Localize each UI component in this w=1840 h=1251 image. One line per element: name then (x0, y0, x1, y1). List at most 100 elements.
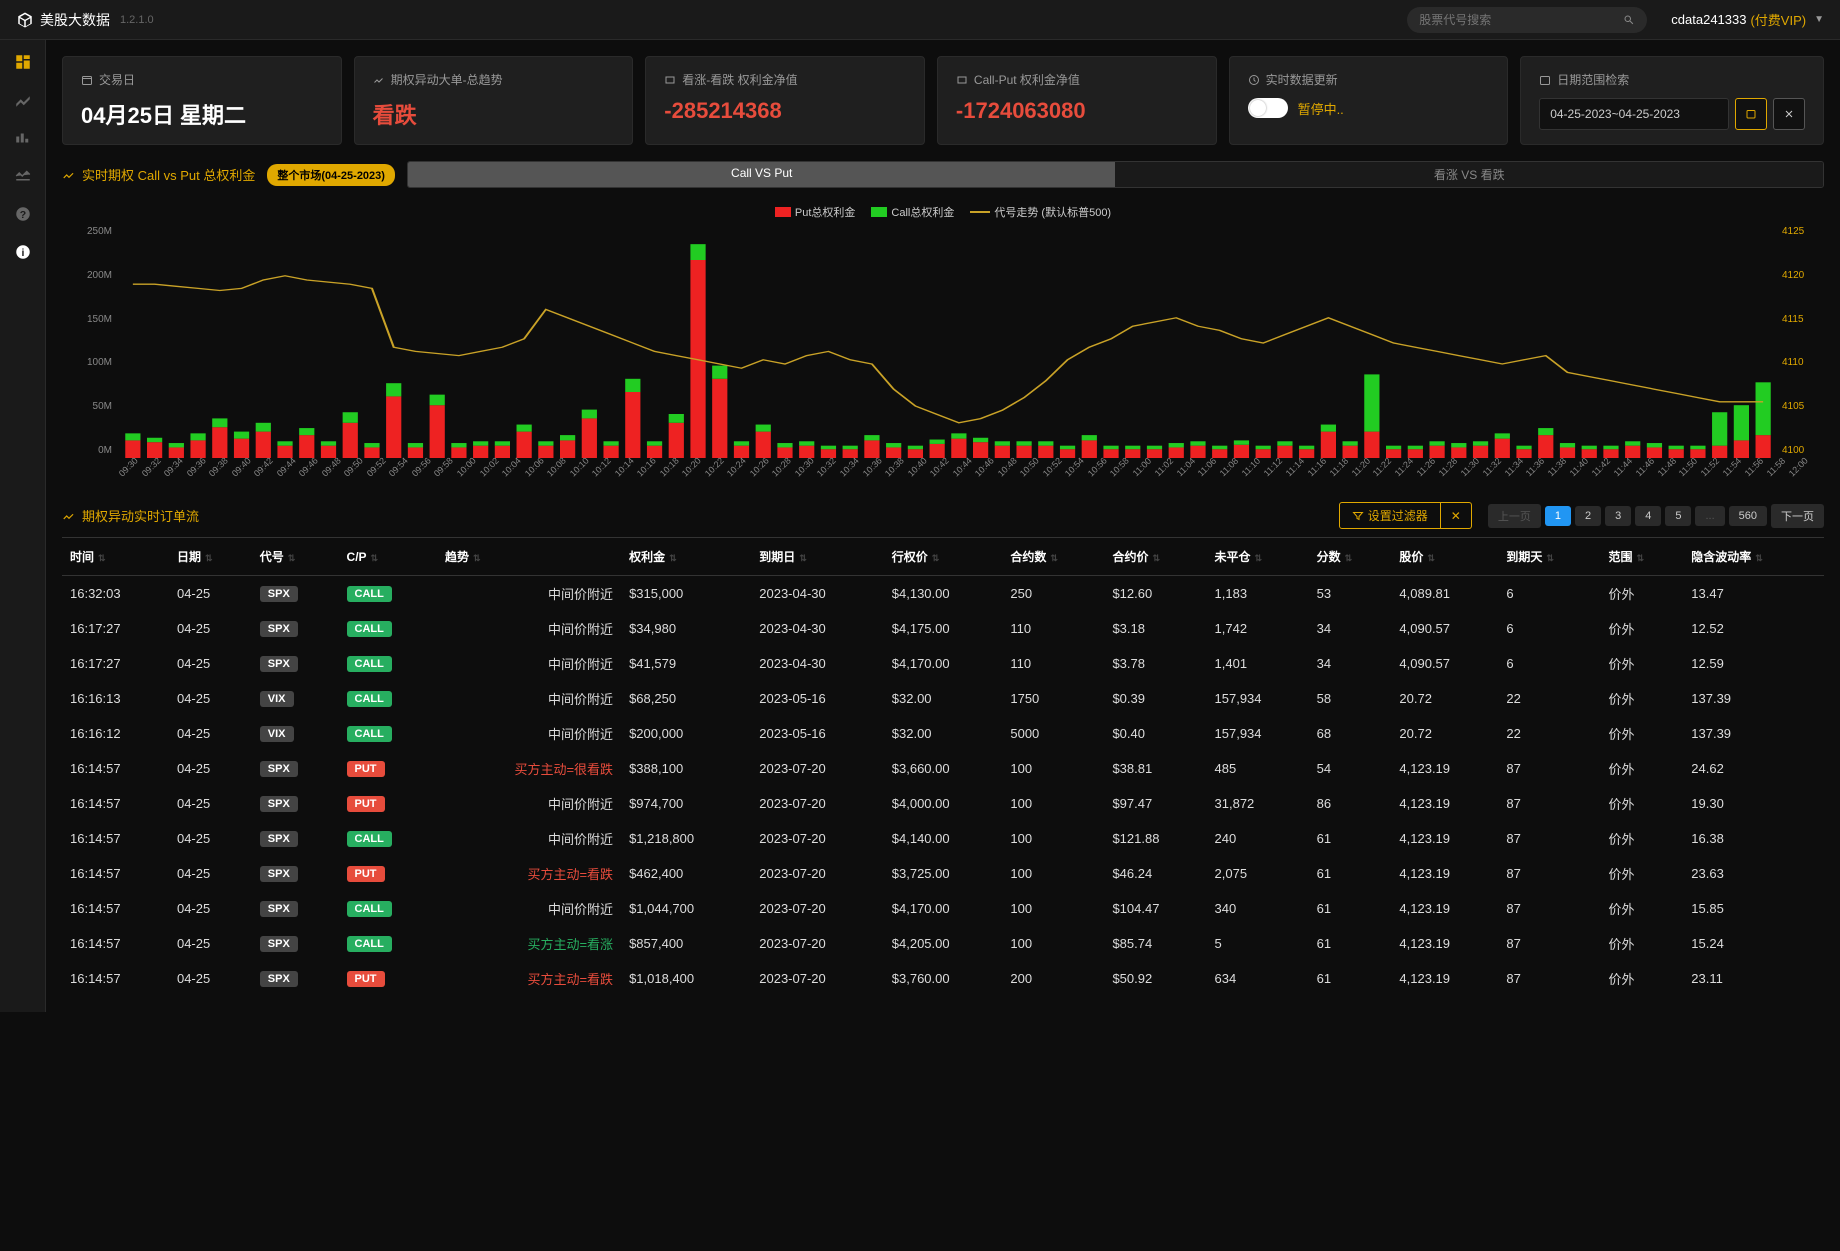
page-button[interactable]: 2 (1575, 506, 1601, 526)
page-button[interactable]: 1 (1545, 506, 1571, 526)
user-menu[interactable]: cdata241333 (付费VIP) ▼ (1671, 10, 1824, 29)
logo-icon (16, 11, 34, 29)
column-header[interactable]: 行权价⇅ (884, 538, 1003, 576)
table-row[interactable]: 16:14:5704-25SPXPUT买方主动=看跌$462,4002023-0… (62, 856, 1824, 891)
page-button[interactable]: 3 (1605, 506, 1631, 526)
column-header[interactable]: 权利金⇅ (621, 538, 751, 576)
table-row[interactable]: 16:17:2704-25SPXCALL中间价附近$41,5792023-04-… (62, 646, 1824, 681)
sidebar-item-volume[interactable] (13, 128, 33, 148)
column-header[interactable]: 分数⇅ (1309, 538, 1392, 576)
card-call-put-net: 看涨-看跌 权利金净值 -285214368 (645, 56, 925, 145)
table-row[interactable]: 16:14:5704-25SPXCALL中间价附近$1,044,7002023-… (62, 891, 1824, 926)
topbar: 美股大数据 1.2.1.0 cdata241333 (付费VIP) ▼ (0, 0, 1840, 40)
column-header[interactable]: 合约数⇅ (1002, 538, 1104, 576)
chevron-down-icon: ▼ (1814, 14, 1824, 25)
orders-table: 时间⇅日期⇅代号⇅C/P⇅趋势⇅权利金⇅到期日⇅行权价⇅合约数⇅合约价⇅未平仓⇅… (62, 537, 1824, 996)
chart-legend: Put总权利金 Call总权利金代号走势 (默认标普500) (62, 196, 1824, 228)
legend-item: Call总权利金 (871, 204, 954, 220)
column-header[interactable]: 时间⇅ (62, 538, 169, 576)
pagination: 上一页12345...560下一页 (1488, 504, 1824, 528)
logo: 美股大数据 1.2.1.0 (16, 10, 154, 30)
filter-button[interactable]: 设置过滤器 (1339, 502, 1441, 529)
main-content: 交易日 04月25日 星期二 期权异动大单-总趋势 看跌 看涨-看跌 权利金净值… (46, 40, 1840, 1012)
table-row[interactable]: 16:32:0304-25SPXCALL中间价附近$315,0002023-04… (62, 576, 1824, 612)
summary-cards: 交易日 04月25日 星期二 期权异动大单-总趋势 看跌 看涨-看跌 权利金净值… (62, 56, 1824, 145)
date-range-input[interactable]: 04-25-2023~04-25-2023 (1539, 98, 1729, 130)
date-picker-button[interactable] (1735, 98, 1767, 130)
table-row[interactable]: 16:14:5704-25SPXCALL买方主动=看涨$857,4002023-… (62, 926, 1824, 961)
sidebar-item-dashboard[interactable] (13, 52, 33, 72)
table-row[interactable]: 16:14:5704-25SPXCALL中间价附近$1,218,8002023-… (62, 821, 1824, 856)
card-call-put-profit: Call-Put 权利金净值 -1724063080 (937, 56, 1217, 145)
column-header[interactable]: C/P⇅ (339, 538, 437, 576)
card-trading-day: 交易日 04月25日 星期二 (62, 56, 342, 145)
sidebar-item-trend[interactable] (13, 166, 33, 186)
column-header[interactable]: 趋势⇅ (437, 538, 621, 576)
column-header[interactable]: 未平仓⇅ (1207, 538, 1309, 576)
calendar-icon (81, 74, 93, 86)
tab-call-vs-put[interactable]: Call VS Put (408, 162, 1116, 187)
column-header[interactable]: 代号⇅ (252, 538, 339, 576)
search-input[interactable] (1419, 13, 1623, 27)
page-button[interactable]: 560 (1729, 506, 1767, 526)
legend-item: 代号走势 (默认标普500) (970, 204, 1111, 220)
filter-icon (1352, 510, 1364, 522)
user-name: cdata241333 (1671, 12, 1746, 27)
table-header-row: 期权异动实时订单流 设置过滤器 ✕ 上一页12345...560下一页 (62, 502, 1824, 529)
sidebar-item-help[interactable]: ? (13, 204, 33, 224)
chart-tabs: Call VS Put 看涨 VS 看跌 (407, 161, 1824, 188)
search-box[interactable] (1407, 7, 1647, 33)
chart-section-header: 实时期权 Call vs Put 总权利金 整个市场(04-25-2023) C… (62, 161, 1824, 188)
svg-text:?: ? (19, 209, 25, 221)
table-row[interactable]: 16:14:5704-25SPXPUT买方主动=很看跌$388,1002023-… (62, 751, 1824, 786)
page-button[interactable]: 5 (1665, 506, 1691, 526)
money-icon (956, 74, 968, 86)
column-header[interactable]: 隐含波动率⇅ (1683, 538, 1824, 576)
table-row[interactable]: 16:17:2704-25SPXCALL中间价附近$34,9802023-04-… (62, 611, 1824, 646)
page-button[interactable]: 下一页 (1771, 504, 1824, 528)
y-axis-right: 412541204115411041054100 (1782, 226, 1818, 456)
search-icon (1623, 14, 1635, 26)
sidebar-item-chart[interactable] (13, 90, 33, 110)
page-button[interactable]: 上一页 (1488, 504, 1541, 528)
market-pill: 整个市场(04-25-2023) (267, 164, 395, 186)
column-header[interactable]: 日期⇅ (169, 538, 252, 576)
trading-day-value: 04月25日 星期二 (81, 98, 323, 130)
column-header[interactable]: 股价⇅ (1391, 538, 1498, 576)
big-order-trend-value: 看跌 (373, 98, 615, 130)
card-date-search: 日期范围检索 04-25-2023~04-25-2023 (1520, 56, 1824, 145)
page-button[interactable]: ... (1695, 506, 1724, 526)
realtime-toggle[interactable] (1248, 98, 1288, 118)
page-button[interactable]: 4 (1635, 506, 1661, 526)
svg-text:i: i (21, 247, 24, 259)
table-row[interactable]: 16:16:1204-25VIXCALL中间价附近$200,0002023-05… (62, 716, 1824, 751)
column-header[interactable]: 合约价⇅ (1104, 538, 1206, 576)
table-row[interactable]: 16:16:1304-25VIXCALL中间价附近$68,2502023-05-… (62, 681, 1824, 716)
date-clear-button[interactable] (1773, 98, 1805, 130)
app-version: 1.2.1.0 (120, 14, 154, 26)
clock-icon (1248, 74, 1260, 86)
card-realtime: 实时数据更新 暂停中.. (1229, 56, 1509, 145)
tab-bull-vs-bear[interactable]: 看涨 VS 看跌 (1115, 162, 1823, 187)
list-icon (62, 509, 76, 523)
balance-icon (664, 74, 676, 86)
sidebar: ? i (0, 40, 46, 1012)
chart-container: Put总权利金 Call总权利金代号走势 (默认标普500) 250M200M15… (62, 196, 1824, 486)
table-row[interactable]: 16:14:5704-25SPXPUT中间价附近$974,7002023-07-… (62, 786, 1824, 821)
y-axis-left: 250M200M150M100M50M0M (72, 226, 112, 456)
user-tag: (付费VIP) (1750, 10, 1806, 29)
chart-area (122, 228, 1774, 468)
chart-icon (62, 168, 76, 182)
calendar-search-icon (1539, 74, 1551, 86)
column-header[interactable]: 到期日⇅ (751, 538, 884, 576)
x-axis: 09:3009:3209:3409:3609:3809:4009:4209:44… (122, 460, 1774, 484)
table-row[interactable]: 16:14:5704-25SPXPUT买方主动=看跌$1,018,4002023… (62, 961, 1824, 996)
call-put-net-value: -285214368 (664, 98, 906, 124)
trend-icon (373, 74, 385, 86)
column-header[interactable]: 到期天⇅ (1498, 538, 1600, 576)
filter-clear-button[interactable]: ✕ (1441, 502, 1472, 529)
card-big-order-trend: 期权异动大单-总趋势 看跌 (354, 56, 634, 145)
legend-item: Put总权利金 (775, 204, 856, 220)
column-header[interactable]: 范围⇅ (1600, 538, 1683, 576)
sidebar-item-info[interactable]: i (13, 242, 33, 262)
